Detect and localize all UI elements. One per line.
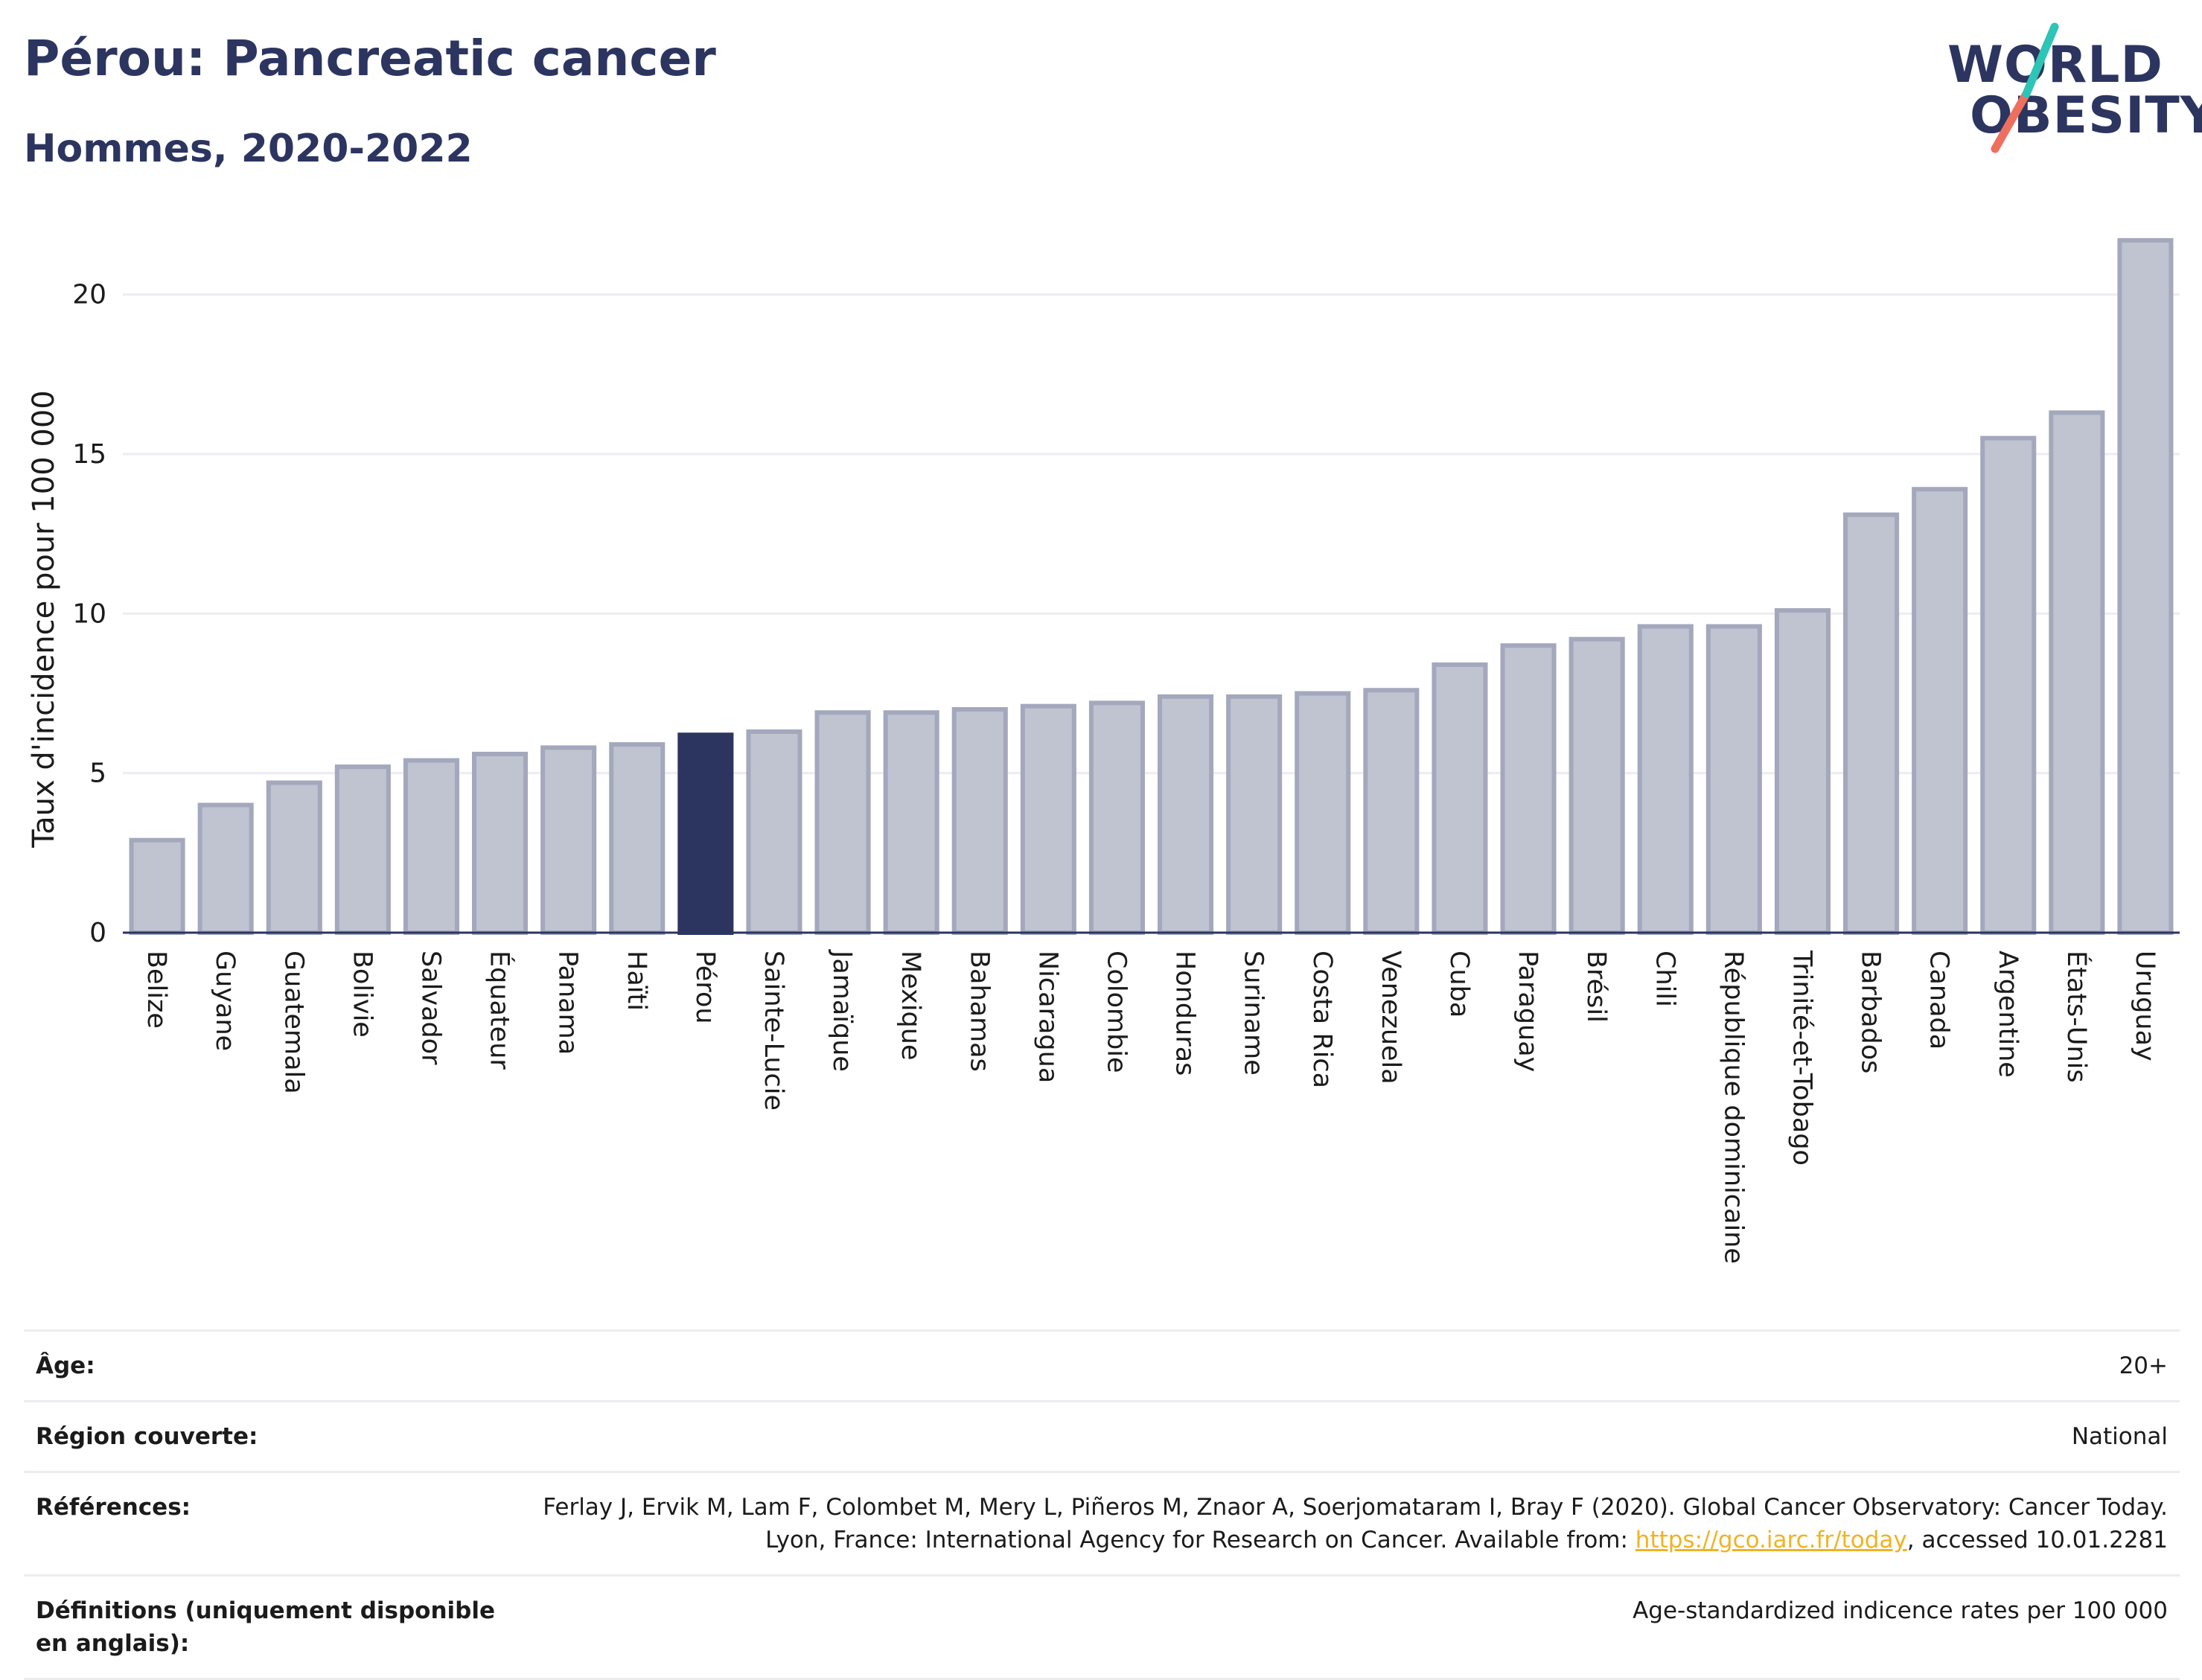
x-tick-label: Uruguay	[2130, 951, 2160, 1061]
meta-row-definitions: Définitions (uniquement disponible en an…	[24, 1574, 2180, 1680]
x-tick-label: Sainte-Lucie	[759, 951, 788, 1111]
reference-text: Ferlay J, Ervik M, Lam F, Colombet M, Me…	[543, 1494, 2168, 1553]
bar	[129, 837, 185, 935]
bar	[1843, 512, 1900, 935]
y-axis-label: Taux d'incidence pour 100 000	[27, 390, 61, 848]
x-tick-label: Trinité-et-Tobago	[1787, 950, 1816, 1166]
bar	[2049, 410, 2105, 935]
x-tick-label: Pérou	[690, 951, 720, 1024]
meta-row-age: Âge: 20+	[24, 1329, 2180, 1402]
meta-row-references: Références: Ferlay J, Ervik M, Lam F, Co…	[24, 1471, 2180, 1576]
x-tick-label: Guatemala	[278, 951, 308, 1094]
y-tick-labels: 0 5 10 15 20	[72, 280, 106, 948]
meta-key-references: Références:	[24, 1471, 524, 1576]
x-tick-label: Cuba	[1444, 951, 1474, 1018]
bar	[746, 729, 802, 936]
bar	[1637, 624, 1694, 935]
reference-accessed: , accessed 10.01.2281	[1906, 1527, 2168, 1553]
meta-row-region: Région couverte: National	[24, 1400, 2180, 1472]
reference-link[interactable]: https://gco.iarc.fr/today	[1635, 1527, 1907, 1553]
bar	[1363, 688, 1420, 936]
bar	[1705, 624, 1762, 935]
x-tick-label: Barbados	[1856, 951, 1886, 1073]
meta-value-definitions: Age-standardized indicence rates per 100…	[524, 1574, 2180, 1680]
y-tick-label: 10	[72, 598, 106, 629]
bar	[2117, 237, 2174, 936]
logo-slash-icon	[1991, 22, 2059, 153]
bar	[1500, 643, 1557, 936]
x-tick-label: Panama	[553, 951, 583, 1055]
bar	[403, 758, 459, 936]
bar	[540, 745, 597, 936]
bar	[1912, 487, 1968, 936]
bar-chart: 0 5 10 15 20 Belize Guyane Guatemala Bolivie Sal…	[27, 237, 2180, 1264]
bar	[1020, 703, 1076, 935]
bar	[472, 751, 529, 935]
bar	[1226, 694, 1283, 935]
metadata-table: Âge: 20+ Région couverte: National Référ…	[24, 1329, 2180, 1680]
bar	[1158, 694, 1214, 935]
meta-value-age: 20+	[524, 1329, 2180, 1402]
x-tick-label: Venezuela	[1376, 951, 1405, 1085]
x-tick-label: Belize	[141, 951, 171, 1029]
bar	[1568, 636, 1625, 935]
x-tick-label: Jamaïque	[827, 949, 857, 1072]
x-tick-label: Honduras	[1170, 951, 1200, 1076]
x-tick-label: Mexique	[896, 951, 925, 1061]
bar	[951, 706, 1008, 935]
x-tick-label: Bolivie	[347, 951, 377, 1038]
y-tick-label: 15	[72, 439, 106, 470]
x-tick-label: États-Unis	[2061, 951, 2093, 1083]
x-tick-label: Argentine	[1993, 951, 2023, 1078]
bar	[1980, 435, 2037, 935]
x-tick-labels: Belize Guyane Guatemala Bolivie Salvador Équa…	[141, 949, 2160, 1264]
page-title: Pérou: Pancreatic cancer	[24, 30, 716, 87]
bar	[334, 764, 391, 935]
logo-line-1: WORLD	[1947, 36, 2163, 95]
bar	[883, 710, 939, 935]
x-tick-label: Équateur	[485, 951, 516, 1070]
y-tick-label: 20	[72, 280, 106, 310]
bar	[677, 732, 734, 936]
bar	[814, 710, 871, 935]
bar	[266, 780, 322, 935]
meta-value-references: Ferlay J, Ervik M, Lam F, Colombet M, Me…	[524, 1471, 2180, 1576]
x-tick-label: Bahamas	[964, 951, 994, 1072]
x-tick-label: Colombie	[1101, 951, 1131, 1073]
meta-value-region: National	[524, 1400, 2180, 1472]
meta-key-age: Âge:	[24, 1329, 524, 1402]
bar	[609, 742, 666, 936]
x-tick-label: Salvador	[415, 951, 445, 1065]
meta-key-definitions: Définitions (uniquement disponible en an…	[24, 1574, 524, 1680]
x-tick-label: République dominicaine	[1718, 951, 1748, 1264]
x-tick-label: Guyane	[210, 951, 240, 1051]
x-tick-label: Costa Rica	[1307, 951, 1337, 1088]
x-tick-label: Haïti	[622, 951, 651, 1011]
x-tick-label: Chili	[1650, 951, 1679, 1007]
y-tick-label: 5	[89, 758, 106, 789]
bars	[129, 237, 2174, 936]
logo-line-2: OBESITY	[1970, 86, 2202, 145]
x-tick-label: Paraguay	[1513, 951, 1542, 1072]
x-tick-label: Canada	[1924, 951, 1954, 1050]
x-tick-label: Suriname	[1239, 951, 1268, 1076]
bar	[1432, 662, 1488, 935]
x-tick-label: Nicaragua	[1033, 951, 1062, 1083]
meta-key-region: Région couverte:	[24, 1400, 524, 1472]
y-tick-label: 0	[89, 918, 106, 948]
world-obesity-logo: WORLD OBESITY	[1943, 22, 2202, 156]
grid-lines	[123, 293, 2180, 775]
page-subtitle: Hommes, 2020-2022	[24, 127, 473, 171]
bar	[1774, 608, 1831, 935]
x-tick-label: Brésil	[1581, 951, 1611, 1023]
bar	[1295, 691, 1351, 935]
bar	[1088, 700, 1145, 936]
bar	[197, 802, 254, 936]
